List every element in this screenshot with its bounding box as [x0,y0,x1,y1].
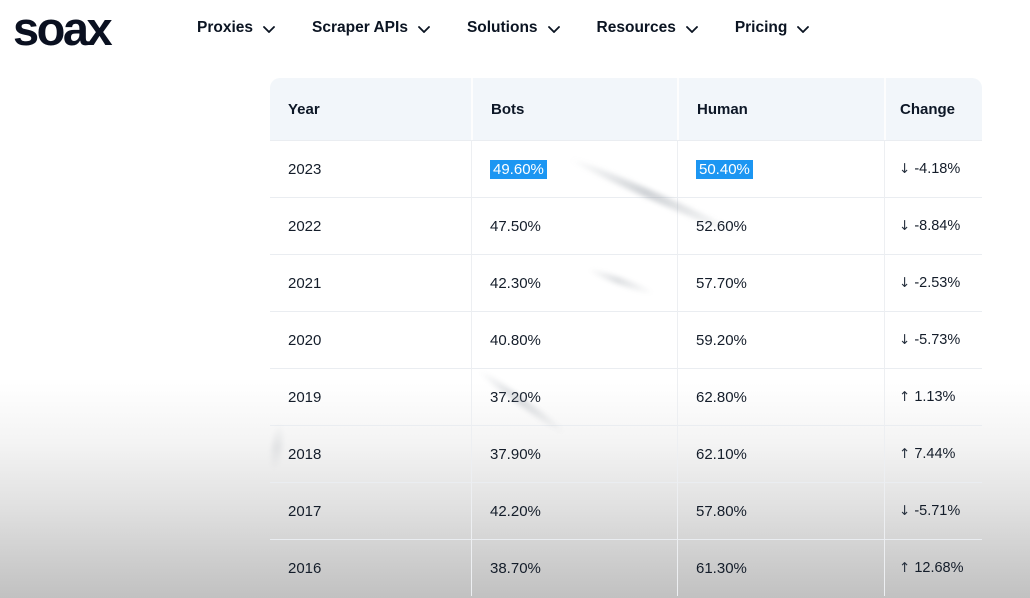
change-value: 1.13% [914,389,956,405]
bots-vs-human-table: Year Bots Human Change 2023 49.60% 50.40… [270,78,982,596]
column-header-year: Year [270,78,471,140]
change-value: -5.73% [914,332,961,348]
human-cell: 62.80% [677,368,884,425]
table-row: 2023 49.60% 50.40% ↓ -4.18% [270,140,982,197]
nav-item-resources[interactable]: Resources [597,19,698,37]
table-header-row: Year Bots Human Change [270,78,982,140]
year-cell: 2016 [270,539,471,596]
bots-cell: 49.60% [471,140,677,197]
change-cell: ↓ -4.18% [884,140,982,197]
bots-cell: 38.70% [471,539,677,596]
change-value: -2.53% [914,275,961,291]
down-arrow-icon: ↓ [899,161,911,177]
table-row: 2022 47.50% 52.60% ↓ -8.84% [270,197,982,254]
year-cell: 2019 [270,368,471,425]
change-value: 12.68% [914,560,964,576]
change-value: -5.71% [914,503,961,519]
table-row: 2018 37.90% 62.10% ↑ 7.44% [270,425,982,482]
year-cell: 2018 [270,425,471,482]
table-row: 2016 38.70% 61.30% ↑ 12.68% [270,539,982,596]
human-cell: 57.70% [677,254,884,311]
year-cell: 2023 [270,140,471,197]
selected-text: 49.60% [490,159,547,179]
human-cell: 61.30% [677,539,884,596]
human-cell: 57.80% [677,482,884,539]
soax-logo[interactable]: soax [13,2,113,55]
selected-text: 50.40% [696,159,753,179]
nav-item-label: Proxies [197,19,254,36]
bots-cell: 40.80% [471,311,677,368]
change-cell: ↓ -5.73% [884,311,982,368]
bots-cell: 42.30% [471,254,677,311]
year-cell: 2022 [270,197,471,254]
human-cell: 59.20% [677,311,884,368]
column-header-human: Human [677,78,884,140]
change-value: 7.44% [914,446,956,462]
nav-item-proxies[interactable]: Proxies [197,19,275,37]
change-cell: ↑ 7.44% [884,425,982,482]
change-cell: ↑ 1.13% [884,368,982,425]
human-cell: 52.60% [677,197,884,254]
chevron-down-icon [263,25,275,33]
change-value: -4.18% [914,161,961,177]
human-cell: 62.10% [677,425,884,482]
bots-cell: 37.90% [471,425,677,482]
column-header-bots: Bots [471,78,677,140]
chevron-down-icon [547,25,560,33]
bots-cell: 47.50% [471,197,677,254]
nav-item-label: Scraper APIs [312,19,408,36]
up-arrow-icon: ↑ [899,560,911,576]
chevron-down-icon [685,25,698,33]
nav-item-pricing[interactable]: Pricing [735,19,810,37]
down-arrow-icon: ↓ [899,503,911,519]
change-cell: ↓ -2.53% [884,254,982,311]
change-cell: ↓ -5.71% [884,482,982,539]
bots-cell: 37.20% [471,368,677,425]
year-cell: 2017 [270,482,471,539]
chevron-down-icon [418,25,430,33]
up-arrow-icon: ↑ [899,446,911,462]
change-cell: ↓ -8.84% [884,197,982,254]
nav-item-scraper-apis[interactable]: Scraper APIs [312,19,430,37]
column-header-change: Change [884,78,982,140]
nav-item-label: Pricing [734,19,788,36]
year-cell: 2021 [270,254,471,311]
change-cell: ↑ 12.68% [884,539,982,596]
table-row: 2019 37.20% 62.80% ↑ 1.13% [270,368,982,425]
bots-cell: 42.20% [471,482,677,539]
nav-item-label: Solutions [466,19,538,36]
down-arrow-icon: ↓ [899,332,911,348]
table-row: 2020 40.80% 59.20% ↓ -5.73% [270,311,982,368]
chevron-down-icon [797,25,810,33]
up-arrow-icon: ↑ [899,389,911,405]
main-navigation: Proxies Scraper APIs Solutions Resources… [197,0,810,56]
nav-item-solutions[interactable]: Solutions [467,19,560,37]
down-arrow-icon: ↓ [899,218,911,234]
nav-item-label: Resources [596,19,676,36]
down-arrow-icon: ↓ [899,275,911,291]
human-cell: 50.40% [677,140,884,197]
table-row: 2017 42.20% 57.80% ↓ -5.71% [270,482,982,539]
year-cell: 2020 [270,311,471,368]
table-row: 2021 42.30% 57.70% ↓ -2.53% [270,254,982,311]
change-value: -8.84% [914,218,961,234]
